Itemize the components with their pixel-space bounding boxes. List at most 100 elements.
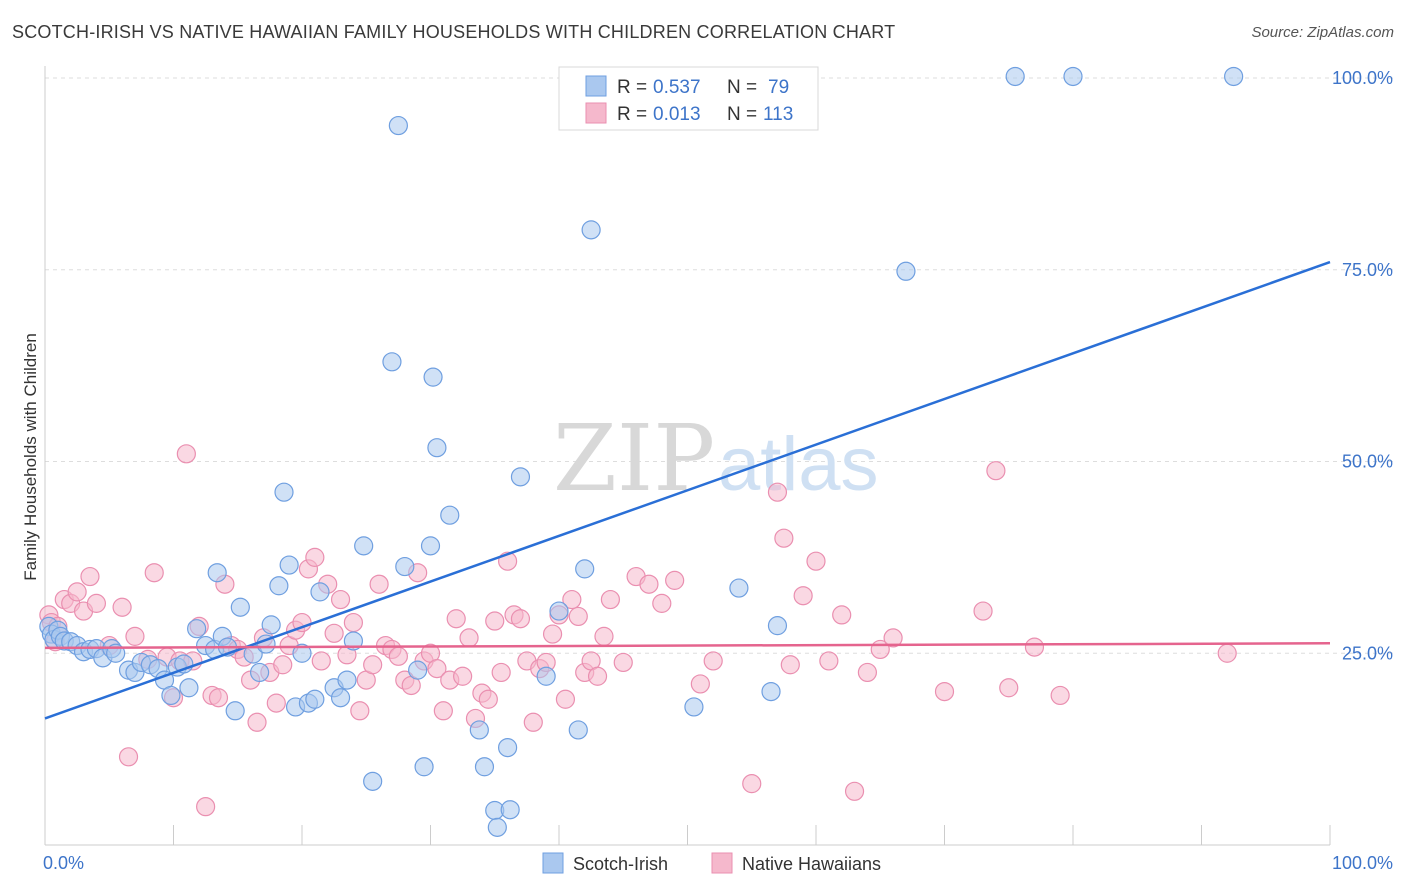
native-hawaiian-point (1024, 637, 1045, 657)
native-hawaiian-point (427, 658, 447, 679)
legend-n-value: 79 (768, 77, 789, 98)
scotch-irish-point (761, 681, 781, 702)
scotch-irish-point (575, 559, 595, 579)
scotch-irish-point (420, 536, 441, 556)
native-hawaiian-point (523, 712, 543, 732)
scotch-irish-point (498, 737, 518, 758)
native-hawaiian-point (485, 611, 505, 631)
trend-lines (44, 260, 1331, 720)
native-hawaiian-point (594, 626, 614, 646)
native-hawaiian-point (793, 586, 813, 606)
y-tick-label: 25.0% (1342, 643, 1393, 663)
scotch-irish-point (343, 631, 363, 651)
scotch-irish-point (354, 536, 374, 556)
legend-n-label: N = (727, 77, 757, 98)
scotch-irish-point (684, 697, 704, 717)
native-hawaiian-point (555, 689, 576, 709)
watermark-zip: ZIP (553, 405, 715, 512)
scotch-irish-point (363, 771, 383, 791)
native-hawaiian-point (388, 646, 408, 666)
native-hawaiian-point (369, 574, 389, 594)
scotch-irish-point (1063, 66, 1083, 87)
scotch-irish-point (187, 619, 207, 639)
scotch-irish-point (225, 701, 245, 721)
native-hawaiian-point (844, 781, 865, 801)
native-hawaiian-point (767, 482, 788, 502)
native-hawaiian-point (208, 688, 229, 708)
bottom-legend-swatch-blue (542, 852, 564, 874)
native-hawaiian-point (542, 624, 563, 644)
scotch-irish-point (469, 720, 489, 740)
native-hawaiian-point (562, 589, 582, 610)
legend-swatch-pink (585, 102, 607, 124)
x-tick-label: 0.0% (43, 853, 84, 873)
native-hawaiian-trend-line (44, 642, 1331, 650)
native-hawaiian-point (343, 612, 363, 633)
scotch-irish-point (388, 115, 408, 136)
native-hawaiian-point (665, 570, 685, 590)
scotch-irish-point (427, 438, 447, 458)
native-hawaiian-point (311, 651, 331, 671)
native-hawaiian-point (1217, 643, 1237, 663)
legend-n-value: 113 (763, 104, 793, 125)
native-hawaiian-point (330, 589, 351, 610)
scotch-irish-point (440, 505, 460, 525)
scotch-irish-point (179, 678, 199, 698)
native-hawaiian-point (453, 666, 473, 686)
native-hawaiian-point (446, 609, 466, 629)
native-hawaiian-point (510, 609, 531, 629)
scotch-irish-point (1224, 66, 1244, 87)
scotch-irish-point (536, 666, 556, 686)
scotch-irish-point (729, 578, 749, 598)
legend-r-label: R = (617, 77, 647, 98)
native-hawaiian-point (832, 605, 852, 625)
legend-r-value: 0.537 (653, 77, 701, 98)
scotch-irish-point (249, 662, 270, 683)
native-hawaiian-point (999, 678, 1019, 698)
y-tick-label: 50.0% (1342, 452, 1393, 472)
scotch-irish-point (161, 685, 181, 706)
scotch-irish-point (305, 689, 325, 709)
scotch-irish-point (549, 601, 569, 621)
native-hawaiian-point (459, 628, 479, 648)
native-hawaiian-point (857, 662, 878, 683)
native-hawaiian-point (433, 701, 453, 721)
scotch-irish-point (330, 688, 351, 708)
data-points (39, 66, 1244, 837)
scotch-irish-point (474, 757, 495, 777)
native-hawaiian-point (144, 563, 164, 583)
legend-swatch-blue (585, 75, 607, 97)
scotch-irish-point (1005, 66, 1025, 87)
native-hawaiian-point (986, 461, 1006, 481)
scotch-irish-point (408, 660, 428, 680)
native-hawaiian-point (883, 628, 903, 648)
native-hawaiian-point (125, 626, 145, 646)
native-hawaiian-point (806, 551, 826, 571)
scotch-irish-point (337, 670, 357, 690)
scotch-irish-point (274, 482, 294, 502)
native-hawaiian-point (568, 606, 588, 627)
y-axis-title: Family Households with Children (21, 333, 40, 581)
top-legend: R = 0.537 N = 79 R = 0.013 N = 113 (558, 66, 819, 131)
native-hawaiian-point (266, 693, 286, 713)
native-hawaiian-point (176, 444, 196, 464)
native-hawaiian-point (587, 666, 608, 686)
native-hawaiian-point (600, 589, 621, 610)
scotch-irish-point (510, 467, 531, 487)
native-hawaiian-point (819, 651, 839, 671)
native-hawaiian-point (690, 674, 710, 694)
bottom-legend-swatch-pink (711, 852, 733, 874)
scotch-irish-point (292, 643, 312, 663)
scotch-irish-point (395, 556, 415, 577)
native-hawaiian-point (80, 566, 100, 587)
native-hawaiian-point (118, 747, 139, 767)
source-label: Source: ZipAtlas.com (1251, 24, 1394, 41)
y-tick-label: 100.0% (1332, 68, 1393, 88)
native-hawaiian-point (613, 652, 633, 673)
watermark-atlas: atlas (718, 422, 879, 507)
native-hawaiian-point (350, 701, 370, 721)
native-hawaiian-point (934, 681, 955, 702)
scotch-irish-point (382, 352, 402, 372)
grid (45, 77, 1395, 654)
native-hawaiian-point (639, 574, 659, 594)
